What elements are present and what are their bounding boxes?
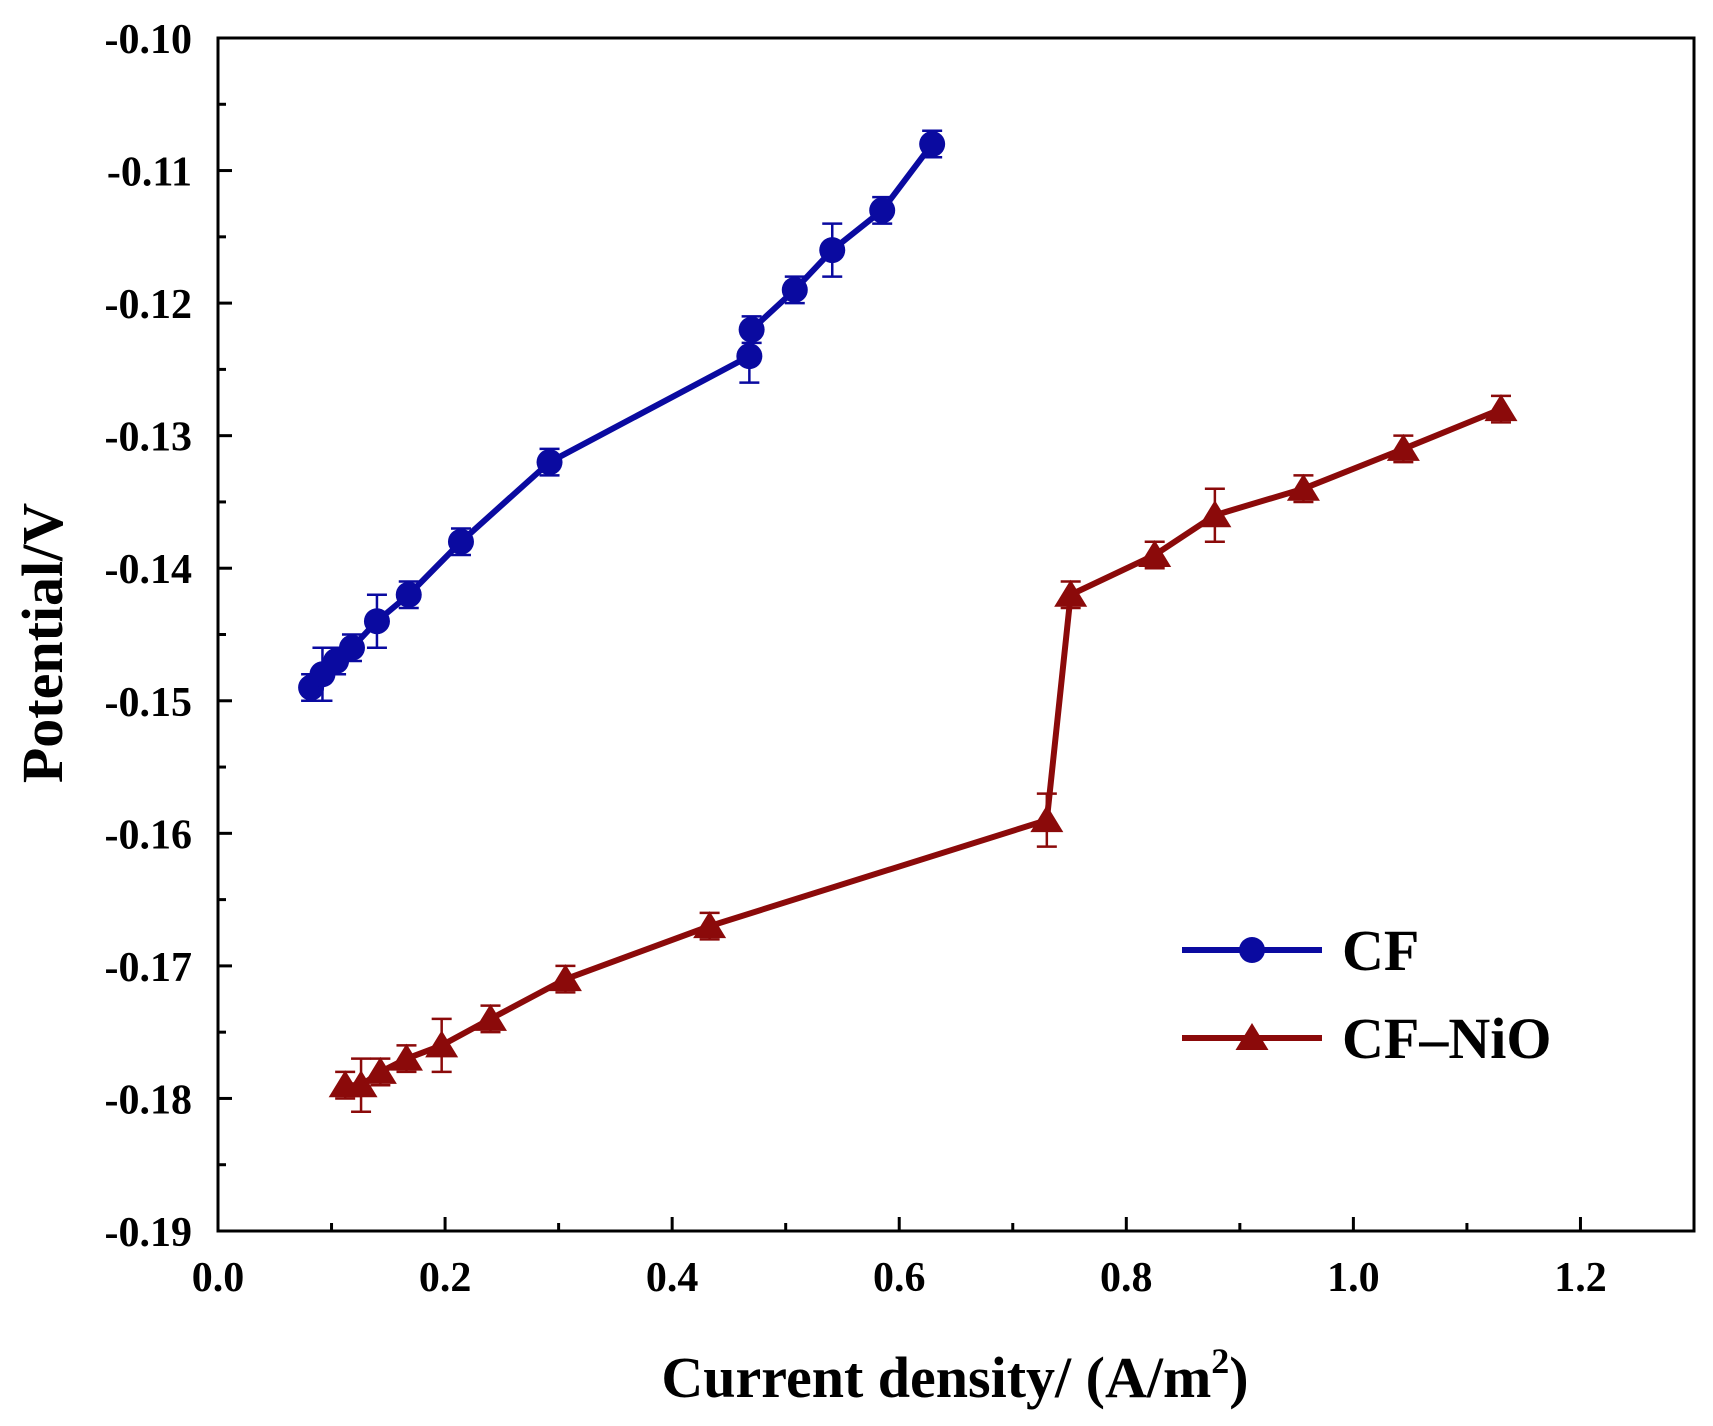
- data-point: [338, 634, 365, 661]
- data-point: [736, 343, 763, 370]
- data-point: [395, 581, 422, 608]
- axis-ticks: 0.0 0.2 0.4 0.6 0.8 1.0 1.2 -0.10 -0.11 -0.12 -0.1…: [105, 17, 1607, 1301]
- data-point: [447, 528, 474, 555]
- data-point: [344, 1070, 378, 1098]
- y-tick-label: -0.17: [105, 945, 193, 991]
- data-point: [1198, 500, 1232, 528]
- y-tick-label: -0.10: [105, 17, 193, 63]
- data-point: [919, 131, 946, 158]
- data-point: [473, 1003, 507, 1031]
- data-point: [738, 316, 765, 343]
- y-tick-label: -0.16: [105, 812, 193, 858]
- x-tick-label: 1.0: [1327, 1255, 1380, 1301]
- x-tick-label: 0.8: [1100, 1255, 1153, 1301]
- series-cf-nio: [328, 394, 1518, 1113]
- y-tick-label: -0.14: [105, 547, 193, 593]
- x-axis-title-superscript: 2: [1211, 1341, 1229, 1381]
- y-tick-label: -0.11: [107, 150, 192, 196]
- legend-label: CF–NiO: [1342, 1006, 1551, 1071]
- x-tick-label: 1.2: [1554, 1255, 1607, 1301]
- x-tick-label: 0.0: [192, 1255, 245, 1301]
- data-point: [548, 964, 582, 992]
- x-tick-label: 0.2: [419, 1255, 472, 1301]
- legend-label: CF: [1342, 918, 1419, 983]
- legend-item-cf-nio: CF–NiO: [1182, 1006, 1551, 1071]
- data-point: [1286, 473, 1320, 501]
- x-axis-title-main: Current density/ (A/m: [661, 1345, 1211, 1410]
- data-point: [781, 276, 808, 303]
- legend-marker: [1235, 1023, 1269, 1050]
- data-point: [536, 449, 563, 476]
- data-point: [363, 1056, 397, 1084]
- data-point: [363, 608, 390, 635]
- data-point: [389, 1043, 423, 1071]
- legend: CF CF–NiO: [1182, 918, 1551, 1071]
- series-cf: [298, 129, 946, 703]
- data-point: [819, 237, 846, 264]
- x-axis-title-suffix: ): [1229, 1345, 1248, 1410]
- data-point: [1030, 805, 1064, 833]
- y-axis-title: Potential/V: [10, 503, 75, 783]
- data-point: [1138, 539, 1172, 567]
- data-point: [1386, 433, 1420, 461]
- data-point: [1054, 579, 1088, 607]
- legend-marker: [1239, 937, 1265, 963]
- y-tick-label: -0.19: [105, 1210, 193, 1256]
- x-axis-title: Current density/ (A/m2): [661, 1341, 1248, 1410]
- legend-item-cf: CF: [1182, 918, 1419, 983]
- y-tick-label: -0.13: [105, 415, 193, 461]
- x-tick-label: 0.6: [873, 1255, 926, 1301]
- data-point: [425, 1030, 459, 1058]
- data-point: [869, 197, 896, 224]
- data-point: [693, 911, 727, 939]
- y-tick-label: -0.15: [105, 680, 193, 726]
- data-series: [298, 129, 1518, 1113]
- x-tick-label: 0.4: [646, 1255, 699, 1301]
- y-tick-label: -0.12: [105, 282, 193, 328]
- data-point: [1484, 394, 1518, 422]
- series-line: [345, 406, 1503, 1089]
- y-tick-label: -0.18: [105, 1077, 193, 1123]
